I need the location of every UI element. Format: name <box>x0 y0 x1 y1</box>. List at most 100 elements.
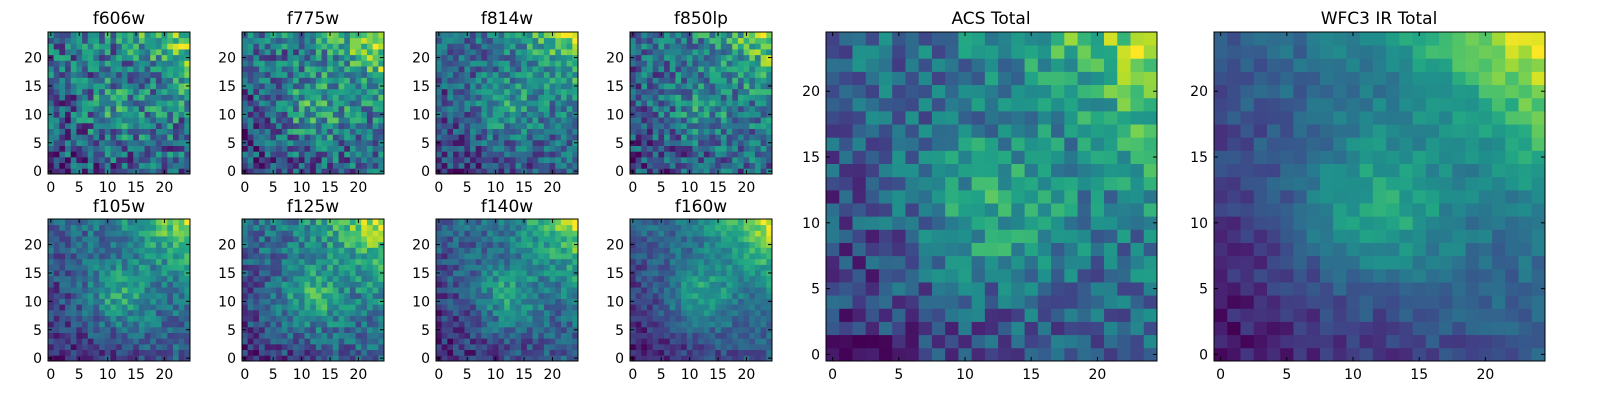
heatmap-cell <box>447 111 454 118</box>
heatmap-cell <box>355 151 362 158</box>
heatmap-cell <box>766 49 773 56</box>
heatmap-cell <box>436 332 443 339</box>
heatmap-cell <box>675 145 682 152</box>
heatmap-cell <box>441 258 448 265</box>
heatmap-cell <box>453 100 460 107</box>
heatmap-cell <box>293 32 300 39</box>
heatmap-cell <box>270 111 277 118</box>
heatmap-cell <box>754 60 762 67</box>
heatmap-cell <box>116 77 123 84</box>
heatmap-cell <box>464 49 471 56</box>
heatmap-cell <box>93 105 100 112</box>
heatmap-cell <box>686 77 693 84</box>
heatmap-cell <box>110 326 117 333</box>
heatmap-cell <box>172 100 180 107</box>
heatmap-cell <box>161 253 168 260</box>
heatmap-cell <box>720 83 727 90</box>
heatmap-cell <box>48 122 55 129</box>
heatmap-cell <box>150 54 157 61</box>
heatmap-cell <box>498 105 505 112</box>
heatmap-cell <box>287 71 294 78</box>
heatmap-cell <box>436 258 443 265</box>
heatmap-cell <box>749 94 756 101</box>
heatmap-cell <box>304 94 311 101</box>
heatmap-cell <box>658 338 665 345</box>
heatmap-cell <box>304 219 311 226</box>
heatmap-cell <box>349 343 356 351</box>
heatmap-cell <box>48 264 55 271</box>
heatmap-cell <box>698 66 705 73</box>
heatmap-cell <box>276 111 283 118</box>
heatmap-cell <box>538 292 545 299</box>
heatmap-cell <box>560 241 568 248</box>
heatmap-cell <box>344 264 351 271</box>
heatmap-cell <box>441 321 448 328</box>
heatmap-cell <box>526 94 533 101</box>
heatmap-cell <box>481 37 488 44</box>
heatmap-cell <box>304 151 311 158</box>
heatmap-cell <box>715 298 722 305</box>
heatmap-cell <box>760 332 767 339</box>
heatmap-cell <box>65 281 72 288</box>
heatmap-cell <box>630 122 637 129</box>
heatmap-cell <box>253 156 260 164</box>
heatmap-cell <box>82 326 89 333</box>
heatmap-cell <box>361 151 368 158</box>
heatmap-cell <box>372 304 379 311</box>
heatmap-cell <box>538 332 545 339</box>
heatmap-cell <box>635 145 642 152</box>
heatmap-cell <box>167 168 174 175</box>
heatmap-cell <box>754 122 762 129</box>
heatmap-cell <box>178 343 185 351</box>
heatmap-cell <box>378 315 385 322</box>
heatmap-cell <box>121 122 128 129</box>
heatmap-cell <box>327 258 334 265</box>
heatmap-cell <box>281 219 288 226</box>
heatmap-cell <box>754 298 762 305</box>
heatmap-cell <box>630 343 637 351</box>
heatmap-cell <box>361 105 368 112</box>
heatmap-cell <box>698 128 705 135</box>
heatmap-cell <box>144 43 151 50</box>
heatmap-cell <box>681 349 688 356</box>
heatmap-cell <box>754 281 762 288</box>
heatmap-cell <box>293 139 300 146</box>
heatmap-cell <box>549 94 556 101</box>
heatmap-cell <box>652 151 659 158</box>
heatmap-cell <box>70 326 77 333</box>
heatmap-cell <box>150 71 157 78</box>
heatmap-cell <box>247 100 254 107</box>
heatmap-cell <box>87 253 94 260</box>
heatmap-cell <box>293 145 300 152</box>
heatmap-cell <box>315 338 322 345</box>
heatmap-cell <box>172 94 180 101</box>
heatmap-cell <box>93 236 100 243</box>
heatmap-cell <box>749 156 756 164</box>
heatmap-cell <box>172 139 180 146</box>
heatmap-cell <box>453 105 460 112</box>
heatmap-cell <box>760 321 767 328</box>
heatmap-cell <box>361 264 368 271</box>
heatmap-cell <box>692 349 699 356</box>
heatmap-cell <box>504 32 511 39</box>
heatmap-cell <box>321 343 328 351</box>
heatmap-cell <box>743 111 750 118</box>
heatmap-cell <box>566 230 573 237</box>
heatmap-cell <box>76 349 83 356</box>
heatmap-cell <box>760 105 767 112</box>
heatmap-cell <box>321 219 328 226</box>
heatmap-cell <box>264 54 271 61</box>
heatmap-cell <box>549 349 556 356</box>
heatmap-cell <box>572 247 579 254</box>
heatmap-cell <box>543 139 550 146</box>
heatmap-cell <box>304 270 311 277</box>
heatmap-cell <box>172 151 180 158</box>
heatmap-cell <box>133 247 140 254</box>
heatmap-cell <box>675 60 682 67</box>
heatmap-cell <box>155 253 162 260</box>
heatmap-cell <box>532 111 539 118</box>
heatmap-cell <box>532 37 539 44</box>
heatmap-cell <box>242 332 249 339</box>
heatmap-cell <box>99 128 106 135</box>
